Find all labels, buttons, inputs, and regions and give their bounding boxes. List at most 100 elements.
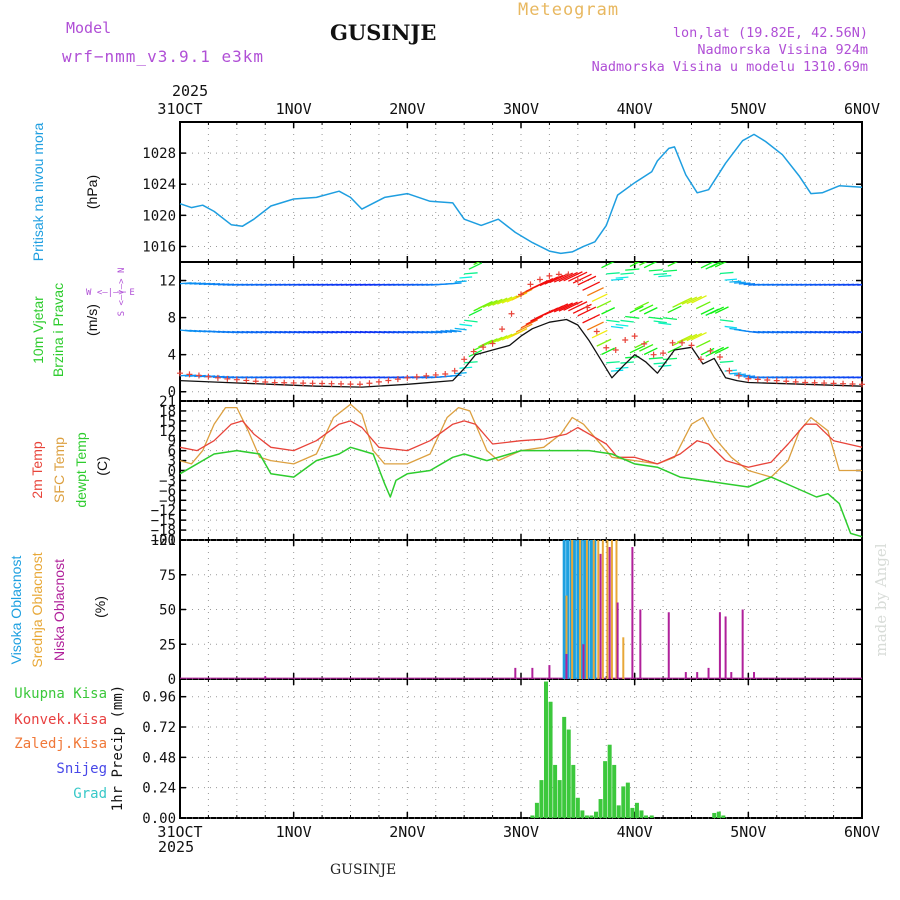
wind-arrow (591, 329, 608, 339)
wind-gust-mark (811, 379, 818, 386)
wind-gust-mark (432, 371, 439, 378)
wind-gust-mark (375, 378, 382, 385)
wind-gust-mark (527, 281, 534, 288)
wind-gust-mark (650, 351, 657, 358)
y-tick-label: 18 (159, 404, 176, 420)
temp2m-line (179, 420, 863, 468)
y-tick-label: −6 (159, 483, 176, 499)
wind-arrow (629, 305, 644, 314)
wind-gust-mark (233, 376, 240, 383)
y-tick-label: 0.00 (142, 811, 176, 827)
y-tick-label: 1016 (142, 239, 176, 255)
wind-gust-mark (252, 378, 259, 385)
altitude: Nadmorska Visina 924m (697, 42, 868, 58)
wind-arrow (681, 296, 698, 305)
y-tick-label: 12 (159, 274, 176, 290)
wind-arrow (559, 226, 578, 235)
wind-gust-mark (518, 291, 524, 298)
wind-gust-mark (821, 380, 828, 387)
time-label-bottom: 6NOV (844, 823, 880, 841)
wind-arrow (639, 343, 654, 352)
wind-gust-mark (394, 376, 401, 383)
wind-arrow (648, 269, 663, 272)
wind-arrow (729, 372, 742, 375)
wind-gust-mark (385, 377, 392, 384)
precip-bar (557, 780, 562, 818)
wind-gust-mark (281, 379, 288, 386)
wind-arrow (464, 319, 478, 323)
precip-bar (607, 744, 612, 818)
precip-bar (544, 681, 549, 818)
y-tick-label: 12 (159, 424, 176, 440)
wind-arrow (511, 292, 528, 301)
wind-arrow (577, 306, 597, 317)
wind-arrow (857, 284, 862, 286)
precip-bar (534, 802, 539, 818)
precip-bar (621, 786, 626, 818)
wind-arrow (497, 333, 513, 343)
wind-arrow (620, 272, 634, 275)
wind-gust-mark (546, 272, 553, 279)
wind-arrow (464, 361, 478, 364)
y-tick-label: 3 (168, 454, 176, 470)
wind-gust-mark (802, 379, 809, 386)
wind-gust-mark (489, 340, 496, 347)
precip-bar (553, 764, 558, 818)
y-tick-label: 6 (168, 444, 176, 460)
time-label-bottom: 4NOV (617, 823, 653, 841)
y-tick-label: −18 (151, 523, 176, 539)
wind-arrow (861, 284, 862, 286)
wind-gust-mark (849, 381, 856, 388)
y-tick-label: 100 (151, 533, 176, 549)
model-label: Model (66, 19, 112, 37)
wind-arrow (629, 262, 641, 267)
precip-bar (575, 797, 580, 818)
wind-arrow (625, 315, 640, 319)
y-tick-label: 9 (168, 434, 176, 450)
time-label-top: 3NOV (503, 100, 539, 118)
page-title: GUSINJE (330, 20, 437, 45)
wind-gust-mark (536, 276, 543, 283)
model-altitude: Nadmorska Visina u modelu 1310.69m (591, 59, 868, 75)
wind-arrow (667, 345, 682, 354)
wind-arrow (601, 347, 616, 356)
wind-arrow (695, 339, 711, 348)
wind-gust-mark (612, 347, 619, 354)
wind-arrow (738, 282, 751, 285)
panel-frame (179, 121, 863, 263)
wind-arrow (483, 254, 497, 261)
wind-arrow (577, 275, 597, 286)
wind-speed-line (179, 318, 863, 388)
wind-arrow (554, 227, 573, 236)
wind-arrow (493, 252, 508, 259)
y-tick-label: 0 (168, 464, 176, 480)
panel-0 (179, 121, 863, 263)
wind-gust-mark (177, 370, 183, 377)
precip-bar (616, 805, 621, 818)
wind-arrow (549, 273, 569, 284)
wind-gust-mark (726, 367, 733, 374)
wind-arrow (516, 243, 532, 251)
wind-arrow (729, 280, 742, 283)
wind-arrow (525, 315, 544, 326)
wind-arrow (464, 272, 478, 275)
wind-gust-mark (224, 375, 231, 382)
wind-gust-mark (508, 310, 515, 317)
precip-bar (562, 716, 567, 818)
precip-bar (530, 815, 535, 818)
y-tick-label: 1020 (142, 208, 176, 224)
wind-gust-mark (262, 379, 269, 386)
legend-snijeg: Snijeg (56, 761, 107, 777)
y-tick-label: −9 (159, 493, 176, 509)
y-tick-label: 21 (159, 394, 176, 410)
time-label-top: 4NOV (617, 100, 653, 118)
wind-gust-mark (574, 277, 581, 284)
wind-arrow (861, 377, 862, 378)
wind-arrow (692, 249, 707, 256)
wind-arrow (653, 272, 667, 276)
year-bottom: 2025 (158, 838, 195, 856)
wind-arrow (648, 316, 663, 320)
wind-arrow (677, 297, 693, 306)
wind-arrow (695, 301, 711, 310)
